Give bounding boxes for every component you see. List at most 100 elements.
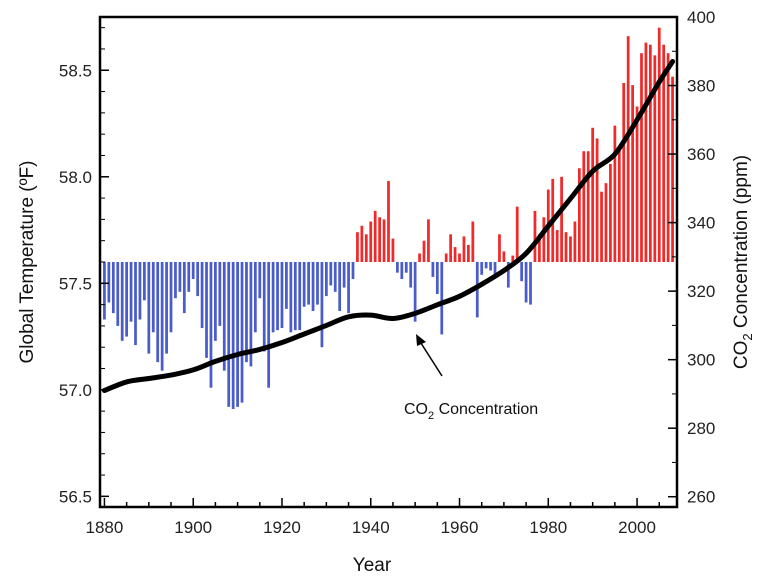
y-left-tick-label: 58.5: [59, 61, 92, 80]
temperature-bar: [431, 262, 435, 277]
x-tick-label: 1960: [441, 518, 479, 537]
temperature-bar: [240, 262, 244, 403]
temperature-bar: [369, 221, 373, 262]
temperature-bar: [316, 262, 319, 305]
temperature-bar: [245, 262, 248, 363]
temperature-bar: [595, 138, 599, 262]
temperature-bar: [218, 262, 222, 326]
temperature-bar: [147, 262, 151, 354]
x-tick-label: 1940: [352, 518, 390, 537]
temperature-bar: [227, 262, 231, 407]
x-tick-label: 1980: [529, 518, 567, 537]
temperature-bar: [169, 262, 173, 333]
temperature-bar: [271, 262, 275, 333]
temperature-bar: [387, 181, 390, 262]
temperature-bar: [351, 262, 355, 280]
temperature-bar: [103, 262, 106, 320]
temperature-bar: [662, 44, 666, 263]
temperature-bar: [489, 262, 492, 271]
y-right-tick-label: 280: [687, 419, 715, 438]
temperature-bar: [440, 262, 444, 335]
y-left-tick-label: 57.5: [59, 274, 92, 293]
annotation-label: CO2 Concentration: [404, 401, 538, 422]
temperature-bars: [103, 27, 674, 409]
temperature-bar: [382, 219, 386, 262]
temperature-bar: [285, 262, 288, 309]
temperature-bar: [178, 262, 182, 292]
axis-tick-labels: 1880 1900 1920 1940 1960 1980 2000 56.5 57.0 57.5…: [59, 8, 715, 537]
temperature-bar: [467, 244, 470, 262]
temperature-bar: [404, 262, 408, 273]
temperature-bar: [617, 146, 621, 262]
temperature-bar: [471, 221, 475, 262]
x-tick-label: 1920: [263, 518, 301, 537]
temperature-bar: [453, 247, 457, 262]
temperature-bar: [613, 125, 617, 263]
temperature-bar: [657, 27, 661, 263]
temperature-bar: [484, 262, 488, 269]
temperature-bar: [502, 251, 506, 262]
temperature-bar: [626, 36, 630, 262]
y-right-tick-label: 400: [687, 8, 715, 27]
temperature-bar: [280, 262, 284, 329]
temperature-bar: [196, 262, 200, 297]
y-left-tick-label: 57.0: [59, 381, 92, 400]
temperature-bar: [542, 217, 546, 262]
temperature-bar: [648, 44, 652, 263]
annotation-arrow-line: [418, 339, 443, 377]
temperature-bar: [506, 262, 510, 288]
axis-ticks: [100, 16, 677, 507]
temperature-bar: [125, 262, 128, 337]
temperature-bar: [378, 217, 381, 262]
temperature-bar: [644, 42, 648, 262]
temperature-bar: [515, 206, 519, 262]
temperature-bar: [338, 262, 342, 311]
temperature-bar: [307, 262, 310, 305]
temperature-bar: [396, 262, 399, 273]
temperature-bar: [289, 262, 293, 333]
x-tick-label: 2000: [618, 518, 656, 537]
y-right-tick-label: 380: [687, 77, 715, 96]
temperature-bar: [156, 262, 160, 363]
temperature-bar: [165, 262, 168, 354]
temperature-bar: [520, 262, 524, 282]
temperature-bar: [236, 262, 239, 407]
temperature-bar: [409, 262, 413, 288]
temperature-bar: [413, 262, 417, 322]
temperature-bar: [671, 76, 674, 263]
temperature-bar: [356, 232, 359, 262]
temperature-bar: [400, 262, 404, 280]
temperature-bar: [569, 236, 572, 262]
temperature-bar: [418, 253, 421, 262]
temperature-bar: [640, 53, 643, 262]
temperature-bar: [573, 221, 577, 262]
temperature-bar: [342, 262, 346, 288]
temperature-bar: [293, 262, 297, 331]
temperature-bar: [111, 262, 115, 314]
x-tick-label: 1880: [86, 518, 124, 537]
temperature-bar: [320, 262, 324, 348]
temperature-bar: [143, 262, 146, 301]
temperature-bar: [311, 262, 315, 311]
temperature-bar: [538, 234, 541, 262]
temperature-bar: [267, 262, 271, 388]
temperature-bar: [622, 83, 626, 262]
temperature-bar: [373, 210, 377, 262]
temperature-bar: [364, 234, 368, 262]
y-left-tick-label: 56.5: [59, 487, 92, 506]
temperature-bar: [360, 225, 364, 262]
temperature-bar: [582, 151, 586, 262]
temperature-bar: [555, 230, 559, 262]
temperature-bar: [564, 232, 568, 262]
temperature-bar: [214, 262, 217, 341]
temperature-bar: [249, 262, 253, 367]
temperature-bar: [498, 234, 501, 262]
y-left-tick-label: 58.0: [59, 168, 92, 187]
temperature-bar: [347, 262, 350, 314]
temperature-bar: [258, 262, 262, 299]
temperature-bar: [600, 191, 603, 262]
temperature-bar: [458, 253, 461, 262]
temperature-bar: [200, 262, 204, 329]
temperature-bar: [449, 234, 453, 262]
